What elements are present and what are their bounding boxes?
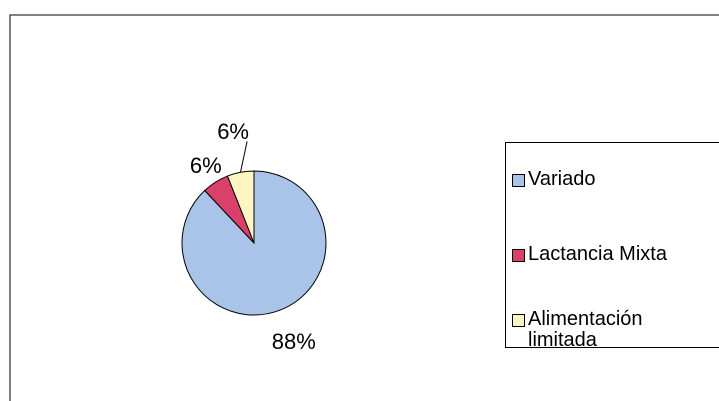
- legend-label: Variado: [528, 168, 596, 190]
- legend-label: Lactancia Mixta: [528, 243, 667, 265]
- leader-line: [240, 141, 248, 173]
- data-label: 6%: [190, 153, 222, 178]
- legend-entry: Alimentación limitada: [512, 309, 712, 351]
- data-label: 88%: [272, 329, 316, 354]
- legend-swatch: [512, 249, 525, 262]
- legend-swatch: [512, 314, 525, 327]
- legend-label: Alimentación limitada: [528, 308, 643, 351]
- chart-border: [9, 14, 719, 401]
- legend: Variado Lactancia Mixta Alimentación limit…: [505, 142, 719, 351]
- legend-entry: Lactancia Mixta: [512, 244, 712, 265]
- legend-swatch: [512, 174, 525, 187]
- legend-entry: Variado: [512, 169, 712, 190]
- data-label: 6%: [217, 119, 249, 144]
